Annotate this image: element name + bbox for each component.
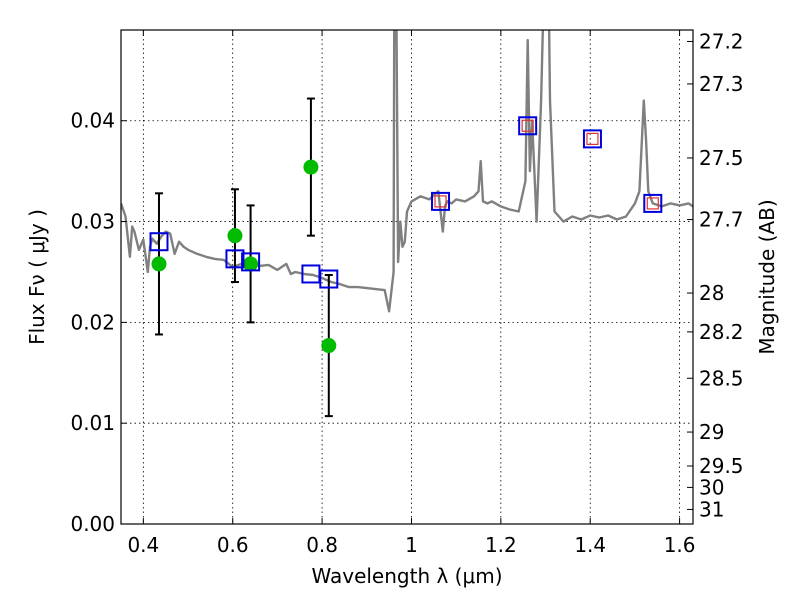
y-tick-label: 0.00 <box>70 512 115 536</box>
right-tick-label: 29 <box>699 420 724 444</box>
model-photometry-square <box>225 249 245 269</box>
observed-point <box>243 256 259 272</box>
observed-point <box>321 338 337 354</box>
right-tick-label: 30 <box>699 475 724 499</box>
x-tick-label: 1.2 <box>485 533 517 557</box>
model-photometry-square <box>149 232 169 252</box>
grid-lines <box>121 30 693 525</box>
right-tick-label: 27.3 <box>699 72 744 96</box>
x-tick-label: 0.4 <box>127 533 159 557</box>
observed-point <box>151 256 167 272</box>
y-tick-label: 0.04 <box>70 109 115 133</box>
y-axis-right-label: Magnitude (AB) <box>755 199 779 354</box>
y-tick-label: 0.02 <box>70 310 115 334</box>
right-tick-label: 28.5 <box>699 366 744 390</box>
y-axis-label: Flux Fν ( μJy ) <box>25 209 49 345</box>
x-axis-label: Wavelength λ (μm) <box>311 564 502 588</box>
model-photometry-square <box>582 129 602 149</box>
observed-point <box>227 228 243 244</box>
right-tick-label: 31 <box>699 497 724 521</box>
plot-frame <box>120 29 694 525</box>
predicted-photometry-square <box>521 119 534 132</box>
model-photometry-square <box>643 193 663 213</box>
model-photometry-square <box>518 116 538 136</box>
predicted-photometry-square <box>434 195 447 208</box>
model-spectrum-line <box>121 30 693 313</box>
x-tick-label: 1.6 <box>664 533 696 557</box>
x-tick-label: 1.4 <box>574 533 606 557</box>
series-layer <box>121 30 693 418</box>
axis-ticks: 0.4 0.6 0.8 1 1.2 1.4 1.6 0.00 0.01 0.02 0.03 0.04 2… <box>70 29 743 557</box>
right-tick-label: 27.2 <box>699 29 744 53</box>
y-tick-label: 0.01 <box>70 411 115 435</box>
predicted-photometry-square <box>586 132 599 145</box>
model-photometry-square <box>319 269 339 289</box>
x-tick-label: 0.6 <box>217 533 249 557</box>
right-tick-label: 27.5 <box>699 146 744 170</box>
right-tick-label: 28.2 <box>699 320 744 344</box>
right-tick-label: 28 <box>699 281 724 305</box>
predicted-photometry-square <box>646 197 659 210</box>
y-tick-label: 0.03 <box>70 210 115 234</box>
model-photometry-square <box>241 252 261 272</box>
model-photometry-square <box>431 191 451 211</box>
x-tick-label: 1 <box>405 533 418 557</box>
right-tick-label: 29.5 <box>699 454 744 478</box>
observed-point <box>303 159 319 175</box>
right-tick-label: 27.7 <box>699 208 744 232</box>
x-tick-label: 0.8 <box>306 533 338 557</box>
